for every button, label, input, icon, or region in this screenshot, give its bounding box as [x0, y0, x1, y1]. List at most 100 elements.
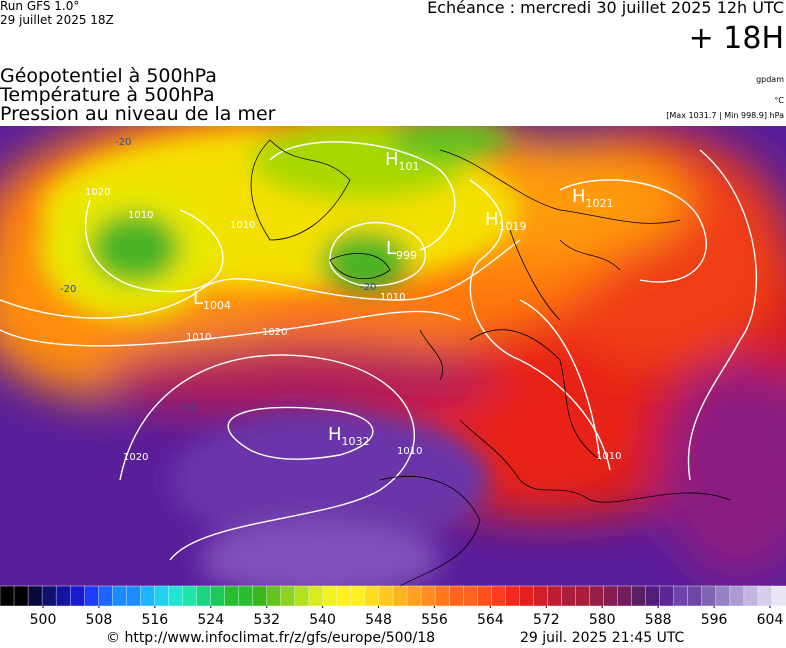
colorbar-swatch: [477, 585, 492, 607]
colorbar-swatch: [729, 585, 745, 607]
colorbar-label: 532: [253, 612, 280, 628]
colorbar-swatch: [126, 585, 142, 607]
colorbar-swatch: [547, 585, 563, 607]
center-kind: L: [193, 288, 203, 309]
colorbar-swatch: [420, 585, 436, 607]
colorbar-swatch: [140, 585, 156, 607]
colorbar-swatch: [252, 585, 268, 607]
pressure-center: H1021: [572, 186, 614, 210]
colorbar-swatch: [715, 585, 731, 607]
center-value: 101: [399, 160, 420, 173]
pressure-center: L999: [386, 238, 417, 262]
colorbar-swatch: [378, 585, 394, 607]
map-labels: H101H1021H1019L999L1004H1032102010101010…: [60, 137, 621, 463]
field-title: Pression au niveau de la mer: [0, 103, 276, 125]
isobar-label: 1010: [380, 292, 405, 303]
colorbar-label: 588: [645, 612, 672, 628]
colorbar-label: 548: [365, 612, 392, 628]
colorbar-swatch: [434, 585, 450, 607]
temperature-label: -20: [60, 284, 76, 295]
colorbar-swatch: [168, 585, 184, 607]
colorbar-label: 572: [533, 612, 560, 628]
colorbar-swatch: [392, 585, 408, 607]
colorbar-swatch: [575, 585, 591, 607]
colorbar-label: 516: [141, 612, 168, 628]
colorbar-swatch: [13, 585, 29, 607]
valid-time: Echéance : mercredi 30 juillet 2025 12h …: [427, 0, 784, 17]
isobars: [0, 141, 758, 561]
center-value: 1032: [342, 435, 370, 448]
source-url: © http://www.infoclimat.fr/z/gfs/europe/…: [106, 630, 435, 646]
map-field: [0, 126, 786, 586]
isobar-label: 1010: [128, 210, 153, 221]
colorbar-swatch: [69, 585, 85, 607]
field-title: Géopotentiel à 500hPa: [0, 65, 217, 87]
isobar-label: 1020: [85, 187, 110, 198]
center-value: 1019: [499, 220, 527, 233]
isobar-label: 1020: [123, 452, 148, 463]
colorbar-swatch: [505, 585, 521, 607]
isobar-label: 1020: [262, 327, 287, 338]
colorbar-swatch: [603, 585, 619, 607]
colorbar-swatch: [673, 585, 689, 607]
isobar-label: 1010: [186, 332, 211, 343]
colorbar-swatch: [645, 585, 661, 607]
colorbar-swatch: [589, 585, 605, 607]
colorbar-label: 604: [757, 612, 784, 628]
center-kind: L: [386, 238, 396, 259]
unit-label: gpdam: [756, 75, 784, 84]
colorbar-swatch: [154, 585, 170, 607]
pressure-center: H1019: [485, 209, 527, 233]
colorbar-label: 580: [589, 612, 616, 628]
center-value: 1021: [586, 197, 614, 210]
colorbar-swatch: [0, 585, 15, 607]
model-label: Run GFS 1.0°: [0, 0, 79, 13]
colorbar-swatch: [294, 585, 310, 607]
colorbar-swatch: [364, 585, 380, 607]
unit-label: [Max 1031.7 | Min 998.9] hPa: [666, 111, 784, 120]
colorbar-label: 596: [701, 612, 728, 628]
colorbar-swatch: [224, 585, 240, 607]
colorbar-swatch: [196, 585, 212, 607]
colorbar-swatch: [743, 585, 759, 607]
colorbar-swatch: [617, 585, 633, 607]
colorbar-swatch: [322, 585, 338, 607]
colorbar-swatch: [631, 585, 647, 607]
isobar-label: 1010: [230, 220, 255, 231]
colorbar-swatch: [280, 585, 296, 607]
colorbar-swatch: [771, 585, 786, 607]
colorbar-swatch: [519, 585, 535, 607]
colorbar-swatch: [448, 585, 464, 607]
colorbar-swatch: [350, 585, 366, 607]
colorbar-swatch: [84, 585, 99, 607]
center-kind: H: [385, 149, 399, 170]
center-kind: H: [485, 209, 499, 230]
generated-time: 29 juil. 2025 21:45 UTC: [520, 630, 685, 646]
colorbar-swatch: [238, 585, 254, 607]
colorbar-swatch: [182, 585, 198, 607]
temperature-label: -20: [115, 137, 131, 148]
run-label: 29 juillet 2025 18Z: [0, 13, 114, 27]
colorbar-swatch: [757, 585, 773, 607]
colorbar-swatch: [27, 585, 43, 607]
field-title: Température à 500hPa: [0, 84, 215, 106]
colorbar-swatch: [55, 585, 71, 607]
colorbar-label: 524: [197, 612, 224, 628]
colorbar-swatch: [659, 585, 675, 607]
unit-label: °C: [774, 96, 784, 105]
colorbar-swatch: [266, 585, 282, 607]
colorbar-swatch: [112, 585, 128, 607]
lead-time: + 18H: [689, 21, 784, 56]
colorbar-swatch: [336, 585, 352, 607]
center-kind: H: [328, 424, 342, 445]
colorbar-swatch: [308, 585, 324, 607]
center-kind: H: [572, 186, 586, 207]
colorbar-swatch: [98, 585, 113, 607]
colorbar-swatch: [491, 585, 506, 607]
isobar-label: 1010: [397, 446, 422, 457]
colorbar-label: 500: [30, 612, 57, 628]
coastlines: [250, 139, 731, 586]
center-value: 1004: [203, 299, 231, 312]
